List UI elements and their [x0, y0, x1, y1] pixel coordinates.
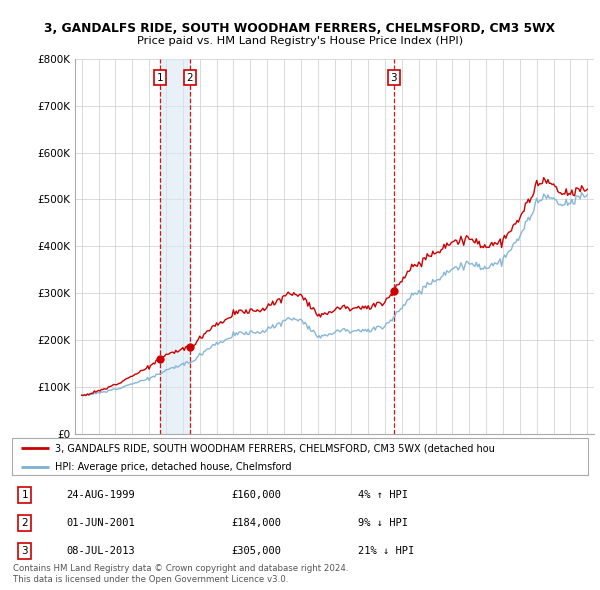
Text: 1: 1: [22, 490, 28, 500]
Text: 9% ↓ HPI: 9% ↓ HPI: [358, 518, 407, 527]
Text: 3, GANDALFS RIDE, SOUTH WOODHAM FERRERS, CHELMSFORD, CM3 5WX (detached hou: 3, GANDALFS RIDE, SOUTH WOODHAM FERRERS,…: [55, 443, 495, 453]
Text: 01-JUN-2001: 01-JUN-2001: [67, 518, 136, 527]
Text: 3: 3: [391, 73, 397, 83]
Text: This data is licensed under the Open Government Licence v3.0.: This data is licensed under the Open Gov…: [13, 575, 289, 584]
Text: HPI: Average price, detached house, Chelmsford: HPI: Average price, detached house, Chel…: [55, 462, 292, 472]
Text: 1: 1: [157, 73, 163, 83]
Text: 3, GANDALFS RIDE, SOUTH WOODHAM FERRERS, CHELMSFORD, CM3 5WX: 3, GANDALFS RIDE, SOUTH WOODHAM FERRERS,…: [44, 22, 556, 35]
Text: 08-JUL-2013: 08-JUL-2013: [67, 546, 136, 556]
FancyBboxPatch shape: [12, 438, 588, 475]
Text: £160,000: £160,000: [231, 490, 281, 500]
Text: 2: 2: [22, 518, 28, 527]
Text: 21% ↓ HPI: 21% ↓ HPI: [358, 546, 414, 556]
Text: Contains HM Land Registry data © Crown copyright and database right 2024.: Contains HM Land Registry data © Crown c…: [13, 565, 349, 573]
Bar: [160, 59, 190, 434]
Text: 24-AUG-1999: 24-AUG-1999: [67, 490, 136, 500]
Text: £184,000: £184,000: [231, 518, 281, 527]
Text: £305,000: £305,000: [231, 546, 281, 556]
Text: 3: 3: [22, 546, 28, 556]
Text: 4% ↑ HPI: 4% ↑ HPI: [358, 490, 407, 500]
Text: 2: 2: [187, 73, 193, 83]
Text: Price paid vs. HM Land Registry's House Price Index (HPI): Price paid vs. HM Land Registry's House …: [137, 37, 463, 46]
